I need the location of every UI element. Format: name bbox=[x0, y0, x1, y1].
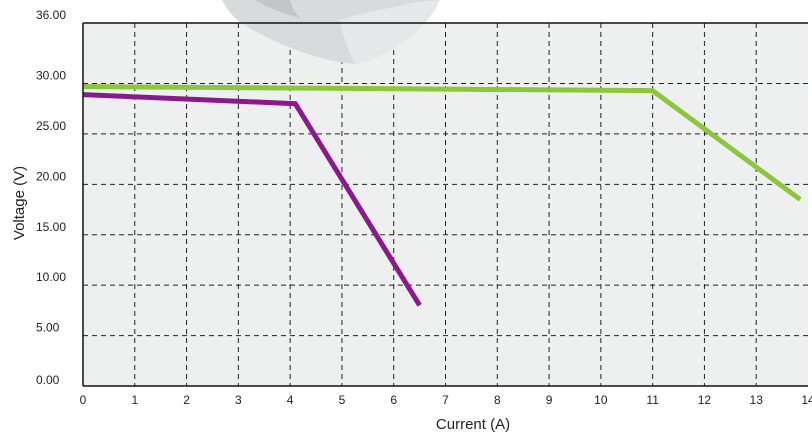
y-tick-label: 15.00 bbox=[36, 220, 66, 234]
y-tick-label: 0.00 bbox=[36, 373, 60, 387]
grid-lines bbox=[83, 23, 808, 386]
series-line-1 bbox=[82, 92, 422, 307]
x-tick-label: 3 bbox=[235, 393, 242, 407]
y-tick-label: 10.00 bbox=[36, 270, 66, 284]
y-tick-label: 20.00 bbox=[36, 169, 66, 183]
x-tick-label: 8 bbox=[494, 393, 501, 407]
x-tick-label: 7 bbox=[442, 393, 449, 407]
axes bbox=[82, 22, 808, 387]
x-tick-label: 9 bbox=[546, 393, 553, 407]
x-tick-label: 14 bbox=[801, 393, 812, 407]
device-photo-overlay bbox=[222, 0, 440, 64]
x-tick-label: 6 bbox=[390, 393, 397, 407]
x-tick-label: 2 bbox=[183, 393, 190, 407]
x-tick-label: 0 bbox=[80, 393, 87, 407]
x-tick-labels: 0 1 2 3 4 5 6 7 8 9 10 11 12 13 14 bbox=[80, 393, 812, 407]
x-tick-label: 12 bbox=[698, 393, 712, 407]
series-layer bbox=[82, 0, 802, 307]
y-tick-labels: 0.00 5.00 10.00 15.00 20.00 25.00 30.00 36.00 bbox=[36, 8, 66, 387]
x-tick-label: 5 bbox=[339, 393, 346, 407]
x-axis-title: Current (A) bbox=[436, 416, 510, 433]
x-tick-label: 1 bbox=[131, 393, 138, 407]
y-tick-label: 25.00 bbox=[36, 119, 66, 133]
x-tick-label: 4 bbox=[287, 393, 294, 407]
x-tick-label: 11 bbox=[646, 393, 659, 407]
y-tick-label: 5.00 bbox=[36, 321, 60, 335]
x-tick-label: 13 bbox=[750, 393, 764, 407]
series-line-2 bbox=[82, 84, 802, 202]
y-axis-title: Voltage (V) bbox=[11, 166, 28, 240]
y-tick-label: 30.00 bbox=[36, 69, 66, 83]
y-tick-label: 36.00 bbox=[36, 8, 66, 22]
x-tick-label: 10 bbox=[594, 393, 608, 407]
